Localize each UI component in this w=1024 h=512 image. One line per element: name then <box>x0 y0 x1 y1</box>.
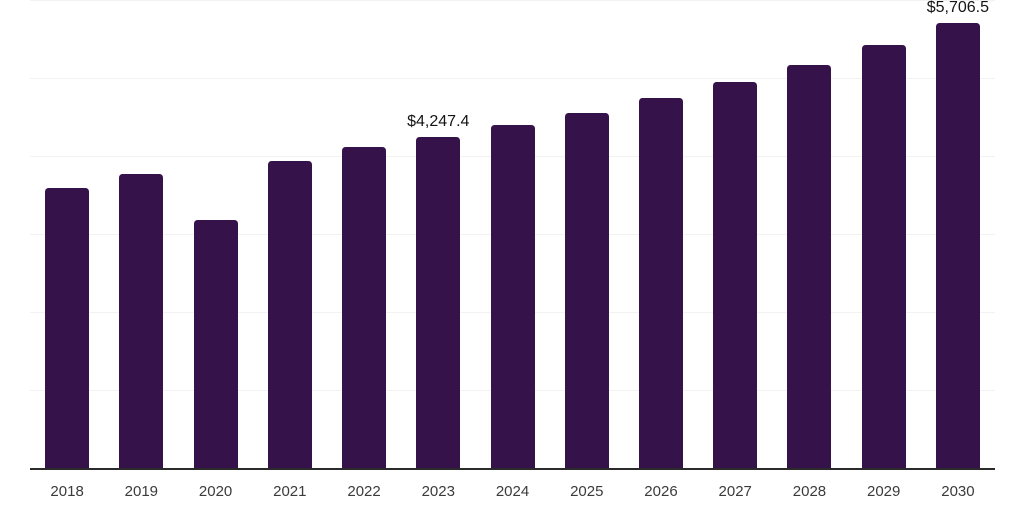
plot-area: $4,247.4 $5,706.5 <box>30 0 995 470</box>
x-tick-2018: 2018 <box>50 483 84 500</box>
bar-2026 <box>638 97 683 469</box>
x-tick-2025: 2025 <box>570 483 604 500</box>
bar-2018 <box>45 187 90 469</box>
x-tick-2029: 2029 <box>867 483 901 500</box>
x-tick-2024: 2024 <box>495 483 530 500</box>
gridline-6000 <box>30 0 995 1</box>
x-tick-2026: 2026 <box>644 483 678 500</box>
x-tick-2023: 2023 <box>421 483 455 500</box>
bar-2023 <box>416 137 461 469</box>
bar-2029 <box>861 44 906 469</box>
value-label-2023: $4,247.4 <box>407 113 470 130</box>
x-tick-2030: 2030 <box>941 483 975 500</box>
bar-2021 <box>267 161 312 469</box>
x-tick-2021: 2021 <box>273 483 307 500</box>
bar-2030 <box>935 22 980 469</box>
x-tick-2028: 2028 <box>792 483 827 500</box>
value-label-2030: $5,706.5 <box>926 0 990 16</box>
bar-2024 <box>490 124 535 469</box>
x-axis-labels: 2018 2019 2020 2021 2022 2023 2024 2025 2026 2027… <box>30 483 995 501</box>
bar-2019 <box>119 174 164 469</box>
bar-2028 <box>787 64 832 469</box>
x-tick-2027: 2027 <box>718 483 752 500</box>
x-tick-2022: 2022 <box>347 483 381 500</box>
bar-2027 <box>713 81 758 469</box>
x-axis-line <box>30 468 995 470</box>
x-tick-2020: 2020 <box>198 483 233 500</box>
bar-2020 <box>193 220 238 469</box>
x-tick-2019: 2019 <box>124 483 159 500</box>
gridline-5000 <box>30 77 995 79</box>
bar-2022 <box>342 146 387 469</box>
bar-2025 <box>564 112 609 469</box>
